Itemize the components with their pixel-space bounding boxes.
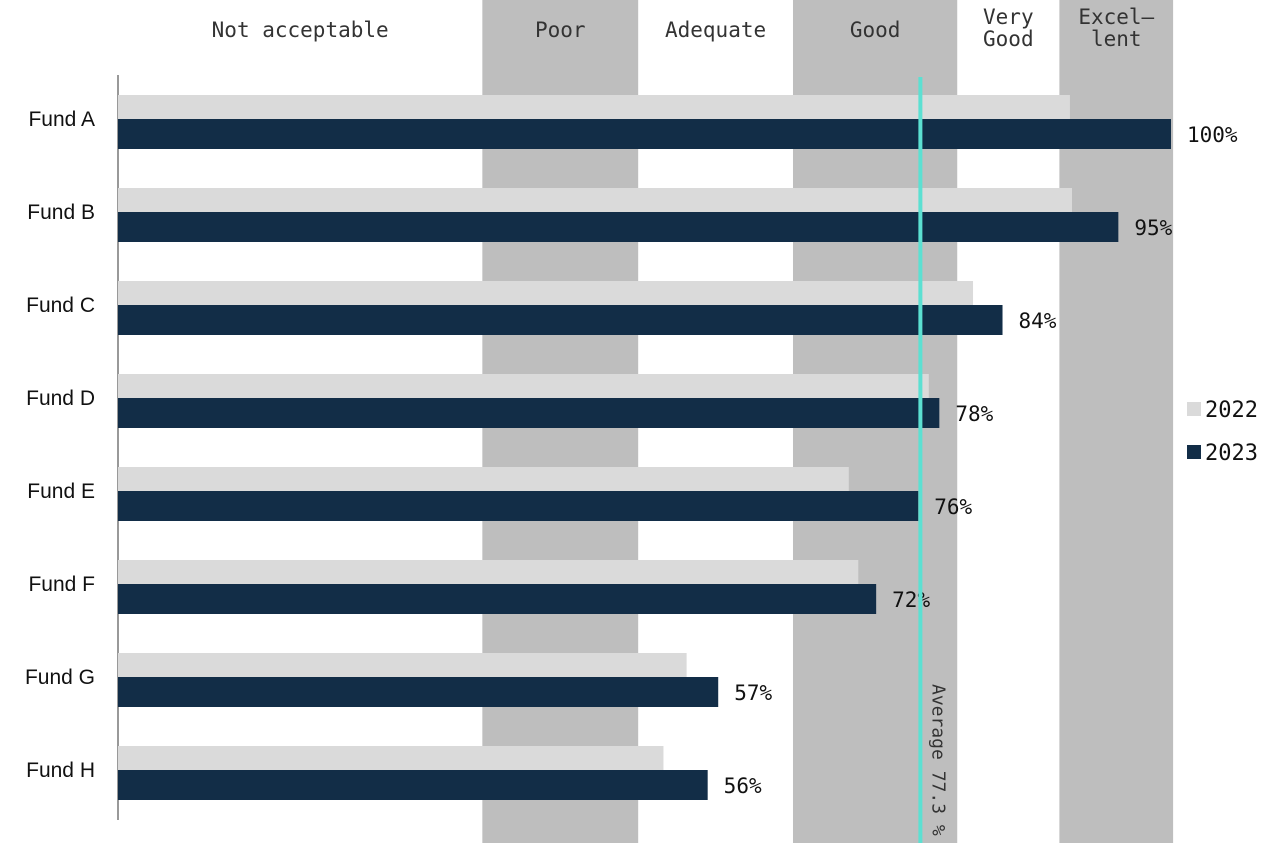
category-label: Fund G	[25, 666, 95, 689]
bars	[118, 95, 1171, 800]
band-label: Not acceptable	[212, 18, 389, 42]
legend: 2022 2023	[1187, 398, 1258, 466]
legend-swatch-2022	[1187, 402, 1201, 416]
bar-2023-2	[118, 305, 1003, 335]
bar-2023-5	[118, 584, 877, 614]
bar-2023-7	[118, 770, 708, 800]
bar-2023-0	[118, 119, 1171, 149]
band-label: Poor	[535, 18, 586, 42]
rating-band-labels: Not acceptable Poor Adequate Good Very Good Ex…	[212, 5, 1155, 51]
value-label: 76%	[934, 495, 972, 519]
category-label: Fund H	[26, 759, 95, 782]
bar-2023-4	[118, 491, 919, 521]
average-label: Average 77.3 %	[927, 684, 948, 836]
legend-swatch-2023	[1187, 445, 1201, 459]
value-label: 56%	[724, 774, 762, 798]
category-labels: Fund A Fund B Fund C Fund D Fund E Fund F Fund…	[25, 108, 95, 782]
value-labels: 100% 95% 84% 78% 76% 72% 57% 56%	[724, 123, 1238, 798]
category-label: Fund C	[26, 294, 95, 317]
category-label: Fund A	[28, 108, 95, 131]
band-label: Adequate	[665, 18, 766, 42]
category-label: Fund D	[26, 387, 95, 410]
bar-2023-3	[118, 398, 940, 428]
legend-label: 2023	[1205, 441, 1258, 466]
value-label: 95%	[1134, 216, 1172, 240]
category-label: Fund F	[28, 573, 95, 596]
bar-2023-1	[118, 212, 1119, 242]
band-label: Good	[850, 18, 901, 42]
value-label: 84%	[1019, 309, 1057, 333]
band-label: Very Good	[983, 5, 1034, 51]
value-label: 78%	[955, 402, 993, 426]
band-label: Excel– lent	[1078, 5, 1154, 51]
bar-2023-6	[118, 677, 719, 707]
category-label: Fund E	[27, 480, 95, 503]
category-label: Fund B	[27, 201, 95, 224]
value-label: 57%	[734, 681, 772, 705]
legend-label: 2022	[1205, 398, 1258, 423]
value-label: 100%	[1187, 123, 1238, 147]
value-label: 72%	[892, 588, 930, 612]
